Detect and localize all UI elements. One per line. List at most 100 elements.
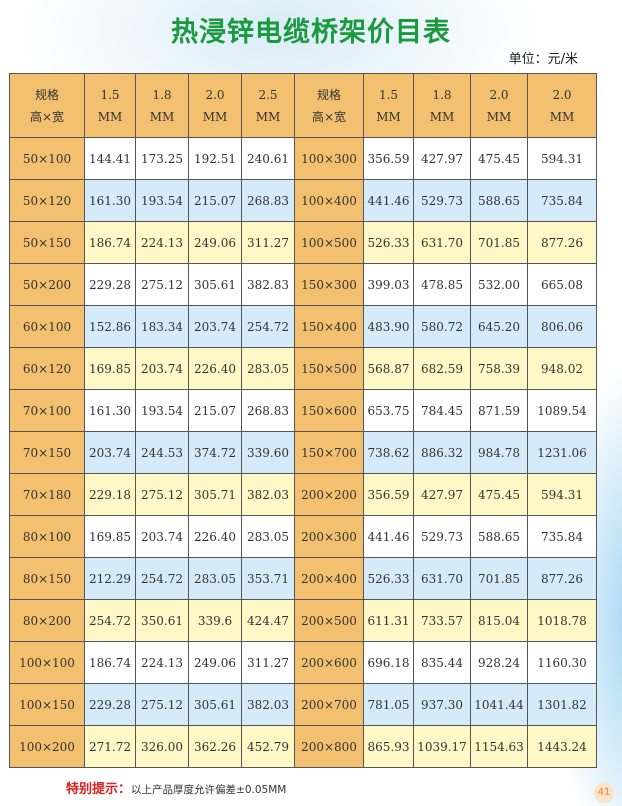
header-line: 1.8 — [152, 87, 172, 102]
price-cell: 588.65 — [470, 179, 528, 222]
price-cell: 475.45 — [470, 137, 528, 180]
price-cell: 424.47 — [241, 599, 295, 642]
header-thickness: 1.5 MM — [363, 73, 414, 138]
price-cell: 356.59 — [363, 473, 414, 516]
spec-cell: 100×500 — [294, 221, 364, 264]
spec-cell: 60×100 — [9, 305, 85, 348]
page-number: 41 — [594, 783, 614, 803]
price-cell: 283.05 — [241, 515, 295, 558]
price-cell: 203.74 — [135, 347, 189, 390]
price-cell: 529.73 — [413, 515, 471, 558]
price-cell: 203.74 — [188, 305, 242, 348]
price-cell: 427.97 — [413, 137, 471, 180]
price-cell: 193.54 — [135, 179, 189, 222]
price-cell: 215.07 — [188, 389, 242, 432]
price-cell: 374.72 — [188, 431, 242, 474]
spec-cell: 200×800 — [294, 725, 364, 768]
header-thickness: 2.5 MM — [241, 73, 295, 138]
header-line: MM — [97, 109, 123, 124]
price-cell: 271.72 — [84, 725, 136, 768]
price-cell: 758.39 — [470, 347, 528, 390]
header-line: MM — [149, 109, 175, 124]
table-row: 60×100 152.86 183.34 203.74 254.72 150×400 483… — [9, 305, 597, 348]
table-row: 100×100 186.74 224.13 249.06 311.27 200×600 69… — [9, 641, 597, 684]
table-row: 70×180 229.18 275.12 305.71 382.03 200×200 356… — [9, 473, 597, 516]
price-cell: 886.32 — [413, 431, 471, 474]
price-cell: 784.45 — [413, 389, 471, 432]
header-line: 2.0 — [205, 87, 225, 102]
price-cell: 738.62 — [363, 431, 414, 474]
price-cell: 611.31 — [363, 599, 414, 642]
spec-cell: 70×100 — [9, 389, 85, 432]
price-cell: 877.26 — [527, 221, 597, 264]
price-cell: 594.31 — [527, 473, 597, 516]
header-thickness: 2.0 MM — [470, 73, 528, 138]
price-table: 规格 高×宽 1.5 MM 1.8 MM 2.0 MM 2.5 MM 规格 高×宽 1.5 MM 1.8 MM… — [9, 73, 597, 768]
header-line: 规格 — [34, 87, 59, 102]
price-cell: 144.41 — [84, 137, 136, 180]
header-line: MM — [429, 109, 455, 124]
price-cell: 226.40 — [188, 515, 242, 558]
price-cell: 871.59 — [470, 389, 528, 432]
header-thickness: 2.0 MM — [188, 73, 242, 138]
price-cell: 249.06 — [188, 221, 242, 264]
spec-cell: 200×400 — [294, 557, 364, 600]
spec-cell: 200×300 — [294, 515, 364, 558]
price-cell: 1154.63 — [470, 725, 528, 768]
price-cell: 224.13 — [135, 221, 189, 264]
price-cell: 815.04 — [470, 599, 528, 642]
header-thickness: 2.0 MM — [527, 73, 597, 138]
price-cell: 152.86 — [84, 305, 136, 348]
price-cell: 441.46 — [363, 515, 414, 558]
price-cell: 326.00 — [135, 725, 189, 768]
price-cell: 229.28 — [84, 263, 136, 306]
table-header-row: 规格 高×宽 1.5 MM 1.8 MM 2.0 MM 2.5 MM 规格 高×宽 1.5 MM 1.8 MM… — [9, 73, 597, 138]
header-line: MM — [376, 109, 401, 124]
price-cell: 203.74 — [135, 515, 189, 558]
price-cell: 169.85 — [84, 347, 136, 390]
price-cell: 478.85 — [413, 263, 471, 306]
price-cell: 835.44 — [413, 641, 471, 684]
header-thickness: 1.8 MM — [135, 73, 189, 138]
price-cell: 382.03 — [241, 683, 295, 726]
price-cell: 186.74 — [84, 641, 136, 684]
price-cell: 305.61 — [188, 263, 242, 306]
table-row: 50×200 229.28 275.12 305.61 382.83 150×300 399… — [9, 263, 597, 306]
price-cell: 186.74 — [84, 221, 136, 264]
price-cell: 645.20 — [470, 305, 528, 348]
price-cell: 653.75 — [363, 389, 414, 432]
spec-cell: 150×700 — [294, 431, 364, 474]
spec-cell: 80×200 — [9, 599, 85, 642]
price-cell: 733.57 — [413, 599, 471, 642]
spec-cell: 60×120 — [9, 347, 85, 390]
table-row: 70×100 161.30 193.54 215.07 268.83 150×600 653… — [9, 389, 597, 432]
price-cell: 452.79 — [241, 725, 295, 768]
price-cell: 240.61 — [241, 137, 295, 180]
price-cell: 229.28 — [84, 683, 136, 726]
price-cell: 169.85 — [84, 515, 136, 558]
spec-cell: 200×500 — [294, 599, 364, 642]
price-cell: 275.12 — [135, 473, 189, 516]
price-cell: 173.25 — [135, 137, 189, 180]
spec-cell: 50×200 — [9, 263, 85, 306]
spec-cell: 70×150 — [9, 431, 85, 474]
price-cell: 226.40 — [188, 347, 242, 390]
price-cell: 735.84 — [527, 179, 597, 222]
price-cell: 249.06 — [188, 641, 242, 684]
price-cell: 268.83 — [241, 389, 295, 432]
price-cell: 526.33 — [363, 221, 414, 264]
price-cell: 353.71 — [241, 557, 295, 600]
price-cell: 275.12 — [135, 683, 189, 726]
price-cell: 631.70 — [413, 221, 471, 264]
header-line: 1.5 — [100, 87, 120, 102]
header-line: 2.5 — [258, 87, 278, 102]
price-cell: 441.46 — [363, 179, 414, 222]
table-row: 50×150 186.74 224.13 249.06 311.27 100×500 526… — [9, 221, 597, 264]
table-row: 50×120 161.30 193.54 215.07 268.83 100×400 441… — [9, 179, 597, 222]
table-row: 70×150 203.74 244.53 374.72 339.60 150×700 738… — [9, 431, 597, 474]
price-cell: 399.03 — [363, 263, 414, 306]
spec-cell: 100×100 — [9, 641, 85, 684]
price-cell: 362.26 — [188, 725, 242, 768]
note-label: 特别提示： — [66, 782, 132, 797]
table-row: 60×120 169.85 203.74 226.40 283.05 150×500 568… — [9, 347, 597, 390]
